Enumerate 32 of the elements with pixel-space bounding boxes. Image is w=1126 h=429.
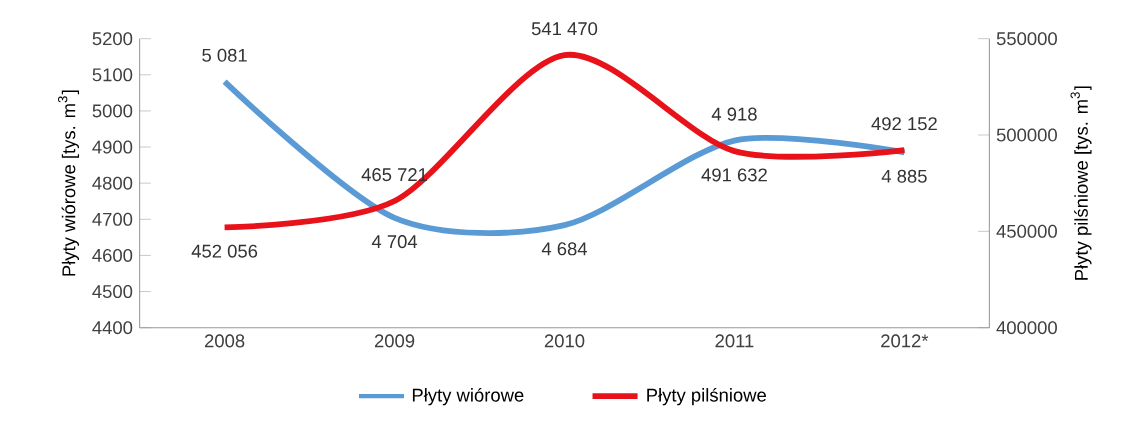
y2-tick-label: 400000 <box>996 321 1057 335</box>
x-tick-label: 2010 <box>544 334 585 348</box>
data-label: 4 704 <box>371 235 418 249</box>
legend-label: Płyty wiórowe <box>412 387 524 406</box>
data-label: 4 918 <box>711 107 757 121</box>
data-label: 465 721 <box>361 168 427 182</box>
x-tick-label: 2008 <box>204 334 245 348</box>
x-tick-label: 2011 <box>715 334 754 348</box>
y2-axis-title: Płyty pilśniowe [tys. m$^{3}$] <box>1070 86 1092 280</box>
y2-tick-label: 500000 <box>996 128 1057 142</box>
y2-tick-label: 550000 <box>996 32 1057 46</box>
data-label: 452 056 <box>191 244 258 258</box>
data-label: 541 470 <box>531 22 598 36</box>
y-tick-label: 5100 <box>92 68 133 82</box>
x-tick-label: 2012* <box>881 334 929 348</box>
data-label: 4 684 <box>541 242 588 256</box>
data-label: 4 885 <box>881 169 927 183</box>
y-tick-label: 5200 <box>92 32 133 46</box>
data-label: 492 152 <box>871 117 937 131</box>
y-tick-label: 4500 <box>92 285 133 299</box>
data-label: 5 081 <box>202 48 247 62</box>
data-label: 491 632 <box>701 168 767 182</box>
y-tick-label: 4900 <box>92 140 133 154</box>
y-tick-label: 4400 <box>92 321 133 335</box>
y-tick-label: 5000 <box>92 104 133 118</box>
y-axis-title: Płyty wiórowe [tys. m$^{3}$] <box>58 90 80 276</box>
y-tick-label: 4600 <box>92 248 133 262</box>
y2-tick-label: 450000 <box>996 224 1057 238</box>
x-tick-label: 2009 <box>374 334 415 348</box>
y-tick-label: 4700 <box>92 212 133 226</box>
legend-label: Płyty pilśniowe <box>647 387 766 406</box>
y-tick-label: 4800 <box>92 176 133 190</box>
